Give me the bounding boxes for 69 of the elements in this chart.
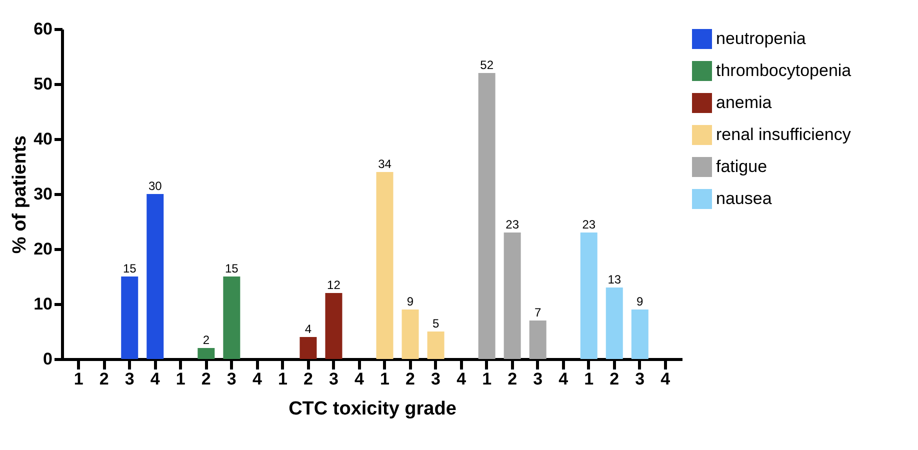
x-tick-label: 1 — [278, 370, 288, 388]
x-tick-label: 3 — [226, 370, 236, 388]
legend-label: nausea — [716, 189, 772, 208]
data-label: 9 — [406, 294, 414, 308]
bar — [223, 276, 240, 359]
bar — [478, 73, 496, 359]
data-label: 13 — [608, 272, 622, 286]
x-tick-label: 2 — [99, 370, 109, 388]
x-tick-label: 4 — [660, 370, 671, 388]
legend-label: neutropenia — [716, 29, 806, 48]
y-tick-label: 10 — [34, 294, 52, 314]
x-axis-title: CTC toxicity grade — [288, 398, 456, 420]
x-tick-label: 3 — [533, 370, 543, 388]
x-tick-label: 3 — [635, 370, 645, 388]
x-tick-label: 2 — [201, 370, 211, 388]
data-label: 15 — [224, 262, 239, 276]
data-label: 23 — [506, 218, 520, 232]
bar — [121, 276, 138, 359]
bar — [606, 288, 623, 359]
data-label: 23 — [582, 218, 596, 232]
x-tick-label: 2 — [406, 370, 416, 388]
bar — [146, 194, 164, 359]
x-tick-label: 2 — [508, 370, 518, 388]
bar — [376, 172, 394, 359]
x-tick-label: 4 — [456, 370, 467, 388]
x-tick-label: 4 — [354, 370, 365, 388]
x-tick-label: 3 — [124, 370, 134, 388]
bar — [325, 293, 342, 359]
y-tick-label: 20 — [34, 240, 52, 258]
y-tick-label: 50 — [34, 74, 52, 94]
x-tick-label: 3 — [328, 370, 338, 388]
x-tick-label: 1 — [176, 370, 186, 388]
y-tick-label: 0 — [43, 350, 52, 368]
legend-label: renal insufficiency — [716, 125, 852, 144]
legend-label: thrombocytopenia — [716, 61, 852, 80]
data-label: 15 — [122, 262, 137, 276]
bar — [427, 332, 444, 359]
bar — [198, 348, 215, 359]
x-tick-label: 1 — [482, 370, 492, 388]
bar — [580, 232, 598, 359]
bar — [529, 320, 546, 359]
bar — [402, 310, 419, 359]
data-label: 9 — [636, 294, 644, 308]
legend-label: fatigue — [716, 157, 768, 176]
y-tick-label: 40 — [34, 130, 52, 148]
x-tick-label: 1 — [380, 370, 390, 388]
x-tick-label: 1 — [74, 370, 84, 388]
bar — [300, 337, 317, 359]
y-axis-title: % of patients — [10, 135, 31, 254]
x-tick-label: 1 — [584, 370, 594, 388]
x-tick-label: 3 — [431, 370, 441, 388]
x-tick-label: 4 — [252, 370, 262, 388]
data-label: 34 — [378, 157, 392, 171]
y-tick-label: 60 — [34, 20, 52, 38]
data-label: 2 — [202, 333, 210, 347]
y-tick-label: 30 — [34, 184, 52, 204]
data-label: 30 — [148, 179, 162, 193]
legend-label: anemia — [716, 93, 772, 112]
data-label: 7 — [534, 306, 542, 320]
bar — [631, 310, 648, 359]
data-label: 12 — [327, 278, 341, 292]
data-label: 52 — [480, 58, 494, 72]
bar — [504, 232, 521, 359]
x-tick-label: 2 — [610, 370, 620, 388]
data-label: 4 — [304, 322, 312, 336]
x-tick-label: 4 — [150, 370, 160, 388]
x-tick-label: 2 — [303, 370, 313, 388]
data-label: 5 — [432, 316, 440, 330]
x-tick-label: 4 — [558, 370, 569, 388]
